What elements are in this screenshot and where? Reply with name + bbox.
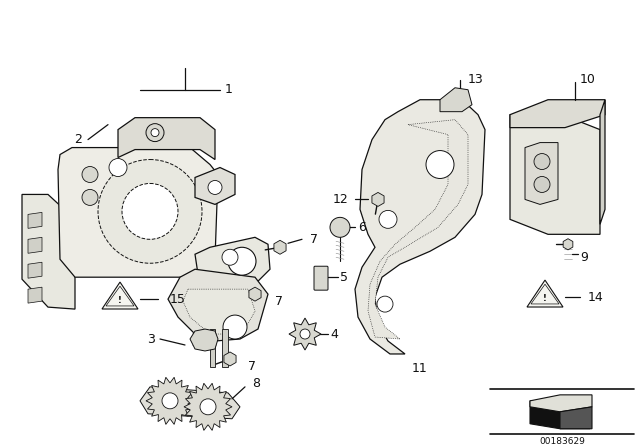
Text: 11: 11: [412, 362, 428, 375]
Polygon shape: [560, 407, 592, 429]
Text: 00183629: 00183629: [539, 437, 585, 446]
Polygon shape: [190, 329, 218, 351]
Polygon shape: [368, 120, 468, 339]
Text: 3: 3: [147, 332, 155, 345]
Circle shape: [377, 296, 393, 312]
Circle shape: [82, 190, 98, 205]
Text: 6: 6: [358, 221, 366, 234]
Polygon shape: [210, 329, 215, 367]
Polygon shape: [58, 147, 218, 277]
Text: 12: 12: [332, 193, 348, 206]
Polygon shape: [440, 88, 472, 112]
Polygon shape: [195, 237, 270, 284]
Polygon shape: [118, 118, 215, 159]
Polygon shape: [28, 237, 42, 253]
Polygon shape: [28, 212, 42, 228]
Text: !: !: [543, 293, 547, 302]
Text: 14: 14: [588, 291, 604, 304]
Circle shape: [426, 151, 454, 178]
Polygon shape: [530, 401, 590, 429]
Text: 1: 1: [225, 83, 233, 96]
Text: 7: 7: [275, 295, 283, 308]
Polygon shape: [249, 287, 261, 301]
Circle shape: [228, 247, 256, 275]
Circle shape: [330, 217, 350, 237]
Polygon shape: [22, 194, 75, 309]
Polygon shape: [222, 329, 228, 367]
Circle shape: [222, 249, 238, 265]
Polygon shape: [372, 193, 384, 207]
Polygon shape: [600, 100, 605, 224]
Text: 7: 7: [310, 233, 318, 246]
Text: 10: 10: [580, 73, 596, 86]
Circle shape: [151, 129, 159, 137]
Circle shape: [122, 184, 178, 239]
Circle shape: [223, 315, 247, 339]
Circle shape: [109, 159, 127, 177]
Circle shape: [98, 159, 202, 263]
Circle shape: [200, 399, 216, 415]
Polygon shape: [527, 280, 563, 307]
Text: 4: 4: [330, 327, 338, 340]
Polygon shape: [102, 282, 138, 309]
Polygon shape: [195, 168, 235, 204]
Polygon shape: [224, 352, 236, 366]
Circle shape: [300, 329, 310, 339]
Text: 2: 2: [74, 133, 82, 146]
Circle shape: [534, 177, 550, 193]
Circle shape: [146, 124, 164, 142]
Polygon shape: [168, 269, 268, 341]
FancyBboxPatch shape: [314, 266, 328, 290]
Polygon shape: [184, 383, 232, 431]
Text: 5: 5: [340, 271, 348, 284]
Polygon shape: [355, 100, 485, 354]
Text: 9: 9: [580, 251, 588, 264]
Text: 15: 15: [170, 293, 186, 306]
Polygon shape: [28, 287, 42, 303]
Polygon shape: [530, 395, 592, 412]
Polygon shape: [525, 142, 558, 204]
Polygon shape: [140, 387, 240, 419]
Text: 8: 8: [252, 377, 260, 390]
Polygon shape: [510, 100, 605, 128]
Circle shape: [534, 154, 550, 169]
Text: 7: 7: [248, 361, 256, 374]
Polygon shape: [289, 318, 321, 350]
Circle shape: [82, 167, 98, 182]
Polygon shape: [28, 262, 42, 278]
Polygon shape: [274, 240, 286, 254]
Circle shape: [162, 393, 178, 409]
Polygon shape: [531, 284, 559, 304]
Polygon shape: [563, 239, 573, 250]
Circle shape: [379, 211, 397, 228]
Polygon shape: [106, 286, 134, 306]
Polygon shape: [510, 115, 600, 234]
Text: !: !: [118, 296, 122, 305]
Polygon shape: [146, 377, 194, 424]
Polygon shape: [183, 289, 255, 334]
Circle shape: [208, 181, 222, 194]
Text: 13: 13: [468, 73, 484, 86]
